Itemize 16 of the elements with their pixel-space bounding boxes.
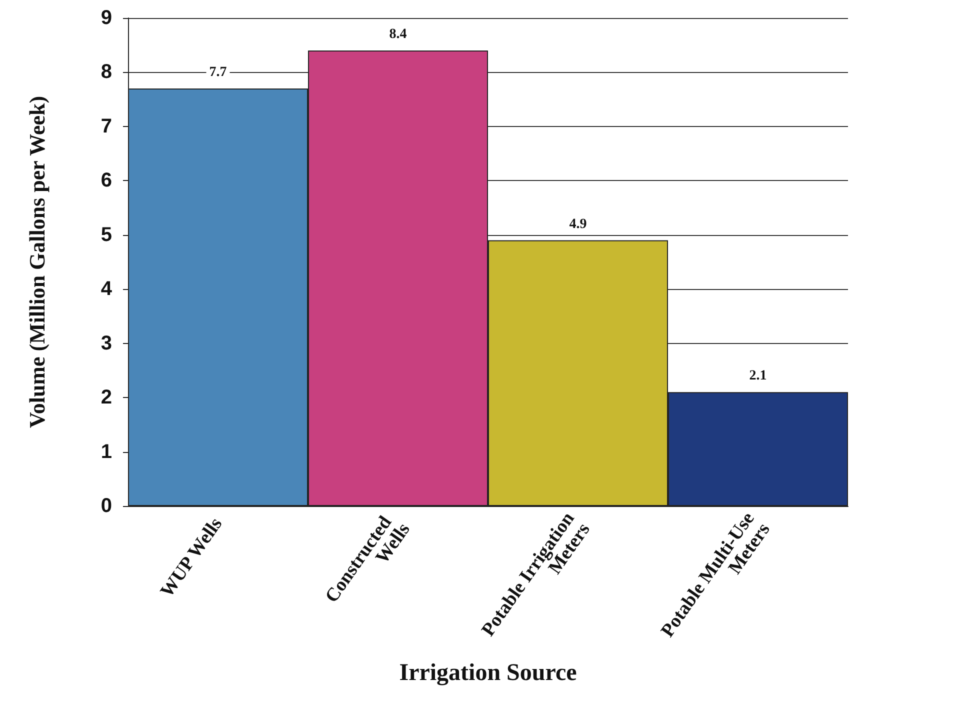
y-tick-label: 7 xyxy=(100,115,112,138)
data-label: 4.9 xyxy=(569,216,587,232)
x-axis-title: Irrigation Source xyxy=(399,660,578,686)
data-label: 8.4 xyxy=(389,27,407,42)
y-tick-label: 9 xyxy=(100,7,112,29)
y-axis-title: Volume (Million Gallons per Week) xyxy=(24,96,50,428)
y-tick-label: 1 xyxy=(100,440,112,463)
data-label: 2.1 xyxy=(749,368,767,384)
y-tick-label: 6 xyxy=(100,170,112,192)
y-tick-label: 4 xyxy=(100,278,113,300)
y-tick-label: 0 xyxy=(100,495,112,517)
y-tick-label: 8 xyxy=(100,61,112,84)
y-tick-label: 3 xyxy=(100,332,112,354)
y-tick-label: 5 xyxy=(100,224,112,246)
data-label: 7.7 xyxy=(209,64,227,80)
y-tick-label: 2 xyxy=(100,386,112,409)
